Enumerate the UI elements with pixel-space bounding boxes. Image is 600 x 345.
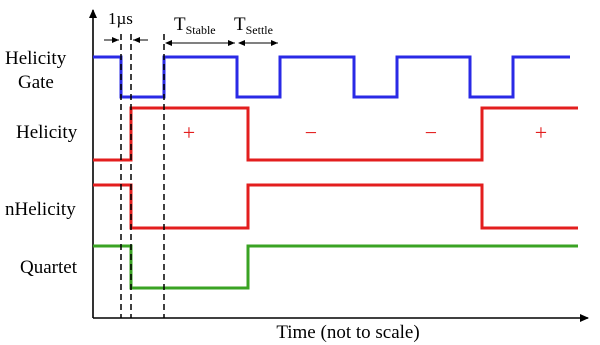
helicity-sign: +: [183, 120, 195, 145]
label-helicity: Helicity: [16, 122, 78, 143]
helicity-sign: −: [305, 120, 317, 145]
t-stable-label: TStable: [174, 14, 216, 37]
helicity-gate-waveform: [93, 55, 570, 99]
helicity-sign: +: [535, 120, 547, 145]
helicity-waveform: [93, 106, 578, 162]
helicity-sign: −: [425, 120, 437, 145]
x-axis-label: Time (not to scale): [276, 322, 419, 343]
label-helicity-gate-line2: Gate: [18, 72, 54, 93]
t-settle-label: TSettle: [234, 14, 273, 37]
nhelicity-waveform: [93, 183, 578, 230]
label-quartet: Quartet: [20, 257, 78, 278]
label-helicity-gate-line1: Helicity: [5, 48, 67, 69]
quartet-waveform: [93, 244, 578, 290]
label-nhelicity: nHelicity: [5, 199, 76, 220]
interval-1us-label: 1µs: [108, 9, 133, 28]
